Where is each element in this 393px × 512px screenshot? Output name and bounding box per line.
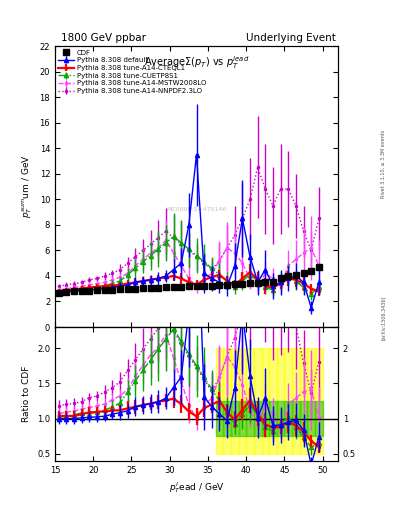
Text: Average$\Sigma(p_T)$ vs $p_T^{lead}$: Average$\Sigma(p_T)$ vs $p_T^{lead}$ bbox=[144, 54, 249, 71]
Y-axis label: Ratio to CDF: Ratio to CDF bbox=[22, 366, 31, 422]
Text: Underlying Event: Underlying Event bbox=[246, 33, 336, 44]
Text: 1800 GeV ppbar: 1800 GeV ppbar bbox=[61, 33, 146, 44]
Text: MC0908:S+475146: MC0908:S+475146 bbox=[166, 206, 227, 211]
Text: Rivet 3.1.10, ≥ 3.3M events: Rivet 3.1.10, ≥ 3.3M events bbox=[381, 130, 386, 198]
Legend: CDF, Pythia 8.308 default, Pythia 8.308 tune-A14-CTEQL1, Pythia 8.308 tune-CUETP: CDF, Pythia 8.308 default, Pythia 8.308 … bbox=[57, 48, 208, 96]
Text: [arXiv:1306.3436]: [arXiv:1306.3436] bbox=[381, 295, 386, 339]
X-axis label: $p_T^l$ead / GeV: $p_T^l$ead / GeV bbox=[169, 480, 224, 495]
Y-axis label: $p_T^{sum}$um / GeV: $p_T^{sum}$um / GeV bbox=[20, 155, 34, 218]
